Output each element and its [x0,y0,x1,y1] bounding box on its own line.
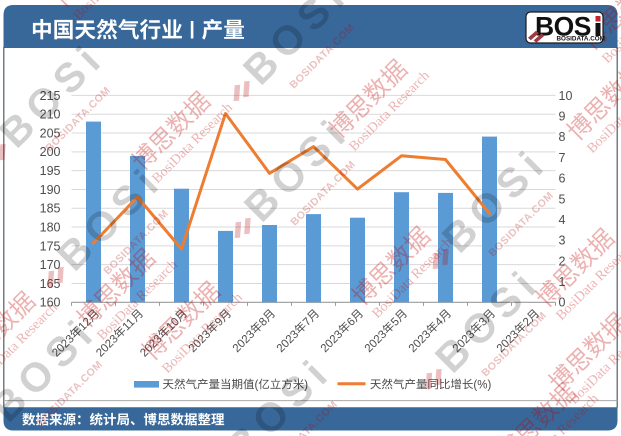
svg-text:2: 2 [559,254,566,268]
svg-text:170: 170 [40,258,61,272]
svg-text:BOS: BOS [535,12,591,42]
svg-text:0: 0 [559,296,566,310]
svg-text:8: 8 [559,130,566,144]
svg-text:190: 190 [40,183,61,197]
svg-text:(: ( [255,379,259,391]
svg-text:195: 195 [40,164,61,178]
svg-text:6: 6 [559,172,566,186]
svg-text:9: 9 [559,110,566,124]
svg-text:4: 4 [559,213,566,227]
svg-text:10: 10 [559,89,573,103]
svg-text:BOSIDATA.COM: BOSIDATA.COM [557,36,605,43]
svg-text:3: 3 [559,234,566,248]
svg-text:7: 7 [559,151,566,165]
svg-text:185: 185 [40,202,61,216]
svg-text:1: 1 [559,275,566,289]
svg-text:180: 180 [40,221,61,235]
svg-text:(%): (%) [473,379,491,391]
svg-text:5: 5 [559,192,566,206]
